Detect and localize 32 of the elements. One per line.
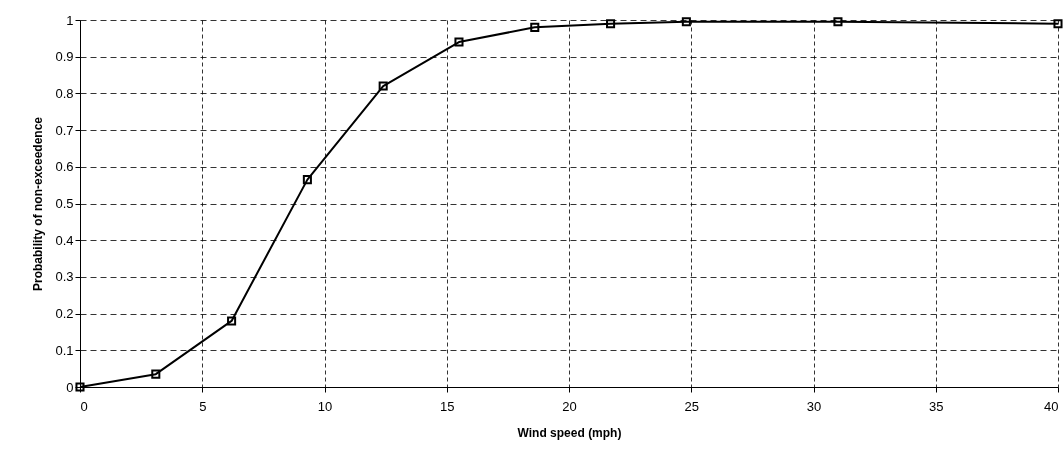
point [681,17,691,27]
point [454,37,464,47]
x-tick-label: 15 [440,398,455,414]
x-tick-label: 5 [199,398,207,414]
point [378,81,388,91]
x-tick-label: 0 [80,398,88,414]
y-tick-label: 0.4 [55,232,74,248]
x-tick-label: 20 [562,398,577,414]
y-tick-label: 0.7 [55,122,74,138]
y-tick-label: 0 [66,379,74,395]
point [302,175,312,185]
point [833,17,843,27]
y-tick-label: 0.5 [55,196,74,211]
x-tick-label: 35 [929,398,944,414]
y-tick-label: 0.6 [55,159,74,175]
x-tick-label: 30 [806,398,822,414]
point [151,369,161,379]
point [1053,19,1063,29]
x-axis-title: Wind speed (mph) [517,425,622,440]
y-tick-label: 0.9 [55,49,74,65]
x-tick-label: 40 [1044,398,1059,414]
x-tick-label: 25 [684,398,699,414]
x-tick-label: 10 [317,398,333,414]
y-tick-label: 0.8 [55,85,74,101]
y-tick-label: 0.1 [55,342,74,358]
y-tick-label: 0.2 [55,306,74,322]
y-tick-label: 1 [66,12,74,28]
y-axis-title: Probability of non-exceedence [31,116,46,292]
point [606,19,616,29]
point [227,316,237,326]
point [530,22,540,32]
y-tick-label: 0.3 [55,269,74,285]
